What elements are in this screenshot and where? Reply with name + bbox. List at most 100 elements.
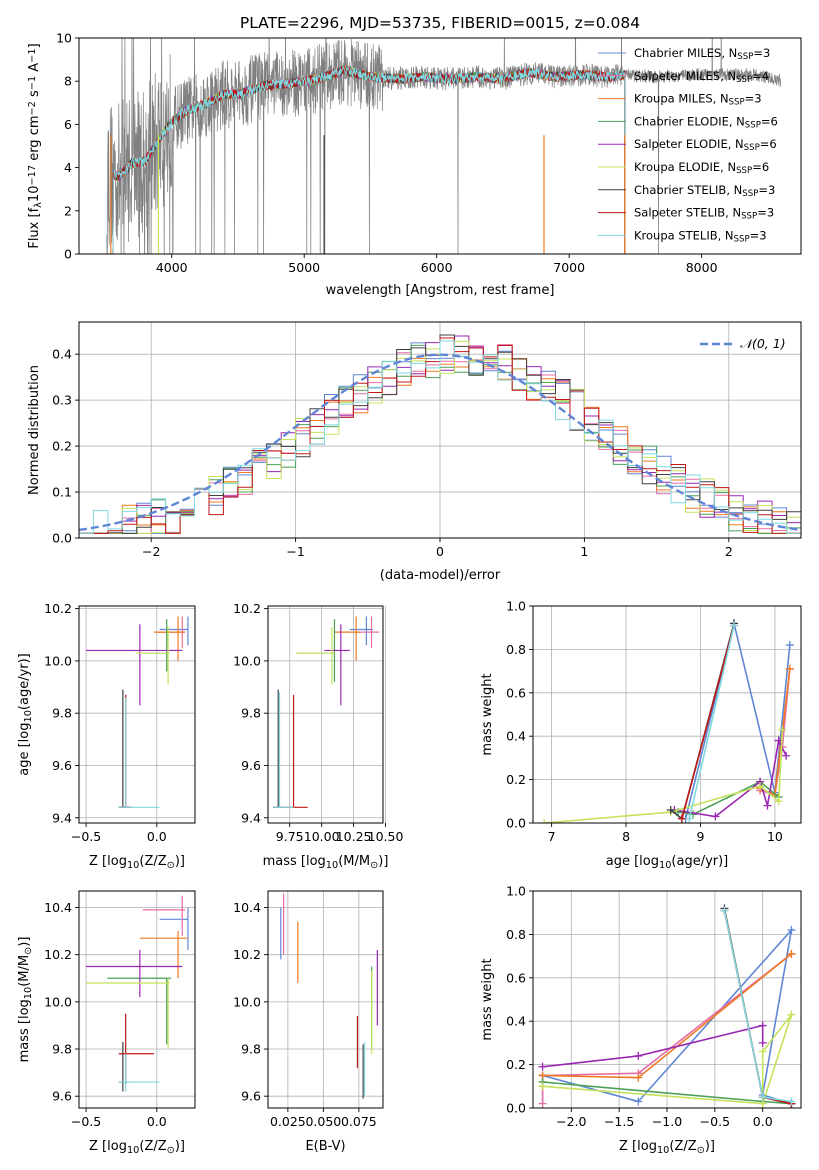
plot-area [86,895,189,1092]
y-tick-label: 9.6 [241,758,261,773]
y-tick-label: 10.2 [233,947,261,962]
label-part: Salpeter MILES, N [634,69,736,83]
y-axis-label: mass weight [480,958,495,1040]
y-axis-label: mass weight [480,673,495,755]
weight-line [678,780,780,816]
x-axis-label: E(B-V) [305,1139,345,1154]
weight-marker [634,1097,643,1106]
legend-label: Kroupa STELIB, NSSP=3 [634,228,767,244]
axes-frame [532,890,802,1109]
weight-marker [538,1082,547,1091]
x-axis-label: age [log10(age/yr)] [606,854,729,871]
weight-line [723,910,792,1103]
label-part: ⊙ [167,860,175,871]
weight-marker [758,1047,767,1056]
label-part: Z [log [89,854,127,869]
label-part: 10 [127,860,139,871]
label-part: SSP [736,75,752,85]
y-tick-label: 10.0 [44,994,72,1009]
x-tick-label: 10.50 [368,829,404,844]
x-axis-label: Z [log10(Z/Z⊙)] [89,1139,185,1156]
axes-frame [78,605,196,824]
label-part: )] [175,1139,185,1154]
axes-mass_vs_ebv: 0.025 0.050 0.075 9.6 9.8 10.0 10.2 10.4 E(B-V) [233,890,384,1154]
label-part: erg cm [27,115,42,164]
label-part: =3 [758,183,775,197]
label-part: ] [27,43,42,48]
label-part: =3 [750,228,767,242]
weight-marker [538,1062,547,1071]
x-tick-label: 8000 [686,260,718,275]
x-tick-label: 9.75 [276,829,304,844]
weight-marker [782,751,791,760]
y-tick-label: 0.2 [506,1057,526,1072]
y-tick-label: 9.8 [52,706,72,721]
y-tick-label: 9.8 [52,1042,72,1057]
weight-marker [720,906,729,915]
label-part: Flux [f [27,207,42,248]
x-tick-label: 2 [725,544,733,559]
label-part: =6 [761,114,778,128]
label-part: Chabrier ELODIE, N [634,114,745,128]
plot-area [538,904,796,1108]
weight-line [684,623,791,819]
plot-area [79,334,801,534]
weight-marker [758,1038,767,1047]
label-part: Normed distribution [27,365,42,495]
y-tick-label: 0.2 [52,439,72,454]
label-part: Z/Z [674,1139,696,1154]
label-part: ( [139,1139,144,1154]
label-part: SSP [737,52,753,62]
weight-marker [677,814,686,823]
y-axis-label: age [log10(age/yr)] [17,653,34,776]
label-part: Z [log [89,1139,127,1154]
label-part: 10 [23,710,34,722]
y-tick-label: 2 [64,203,72,218]
x-tick-label: −1.0 [652,1114,682,1129]
x-tick-label: 7000 [553,260,585,275]
weight-line [688,625,735,819]
label-part: ( [669,1139,674,1154]
x-axis-label: Z [log10(Z/Z⊙)] [619,1139,715,1156]
label-part: 10 [326,860,338,871]
label-part: mass weight [480,958,495,1040]
weight-marker [787,1010,796,1019]
weight-line [681,625,735,819]
y-tick-label: 9.6 [52,1089,72,1104]
label-part: =6 [752,160,769,174]
x-tick-label: 0.050 [305,1114,341,1129]
label-part: =3 [757,206,774,220]
label-part: Kroupa ELODIE, N [634,160,736,174]
weight-marker [787,926,796,935]
weight-marker [758,1104,767,1108]
weight-marker [758,1021,767,1030]
label-part: SSP [745,121,761,131]
y-tick-label: 0 [64,247,72,262]
axes-age_vs_Z: −0.5 0.09.49.69.810.010.2Z [log10(Z/Z⊙)]a… [17,601,196,871]
label-part: Chabrier MILES, N [634,46,737,60]
x-tick-label: 6000 [421,260,453,275]
y-tick-label: 0.6 [506,970,526,985]
label-part: Kroupa STELIB, N [634,228,734,242]
figure-title: PLATE=2296, MJD=53735, FIBERID=0015, z=0… [240,14,640,32]
y-tick-label: 9.4 [52,810,72,825]
y-axis-label: mass [log10(M/M⊙)] [17,937,34,1063]
axes-frame [267,890,384,1109]
y-tick-label: 0.0 [506,816,526,831]
label-part: Z/Z [144,1139,166,1154]
axes-spectrum: 4000 5000 6000 7000 8000 0 2 4 6 8 10 Chabrier MILE… [27,31,802,298]
axes-mass_vs_Z: −0.5 0.09.69.810.010.210.4Z [log10(Z/Z⊙)]… [17,890,196,1156]
label-part: −17 [27,165,38,186]
y-tick-label: 1.0 [506,884,526,899]
spectrum-model-kroupa-stelib [108,66,626,254]
weight-marker [787,1097,796,1106]
label-part: =6 [760,137,777,151]
label-part: 10 [127,1145,139,1156]
label-part: (M/M [17,955,32,987]
x-tick-label: 1 [580,544,588,559]
x-tick-label: 0.0 [753,1114,773,1129]
x-tick-label: −0.5 [700,1114,730,1129]
label-part: SSP [736,166,752,176]
label-part: ( [139,854,144,869]
